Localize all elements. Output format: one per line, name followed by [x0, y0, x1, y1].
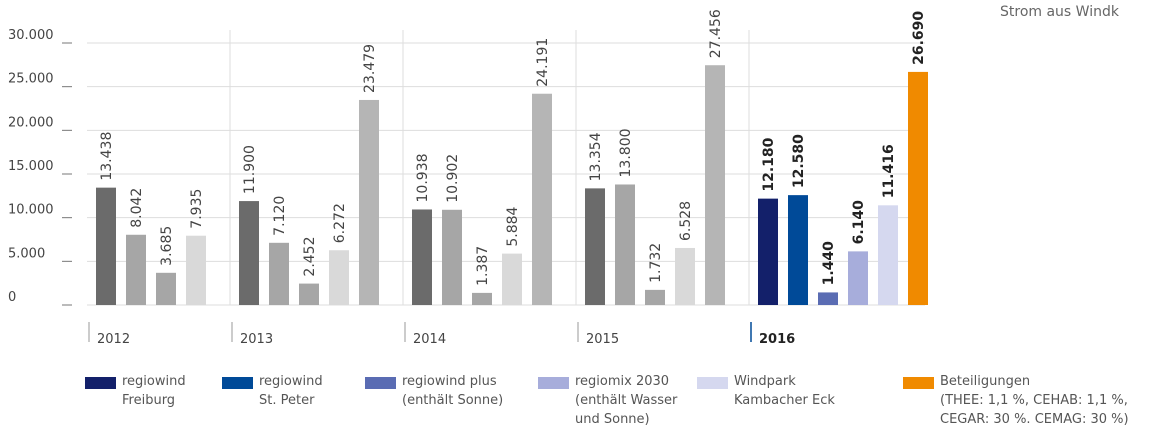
bar [532, 93, 552, 305]
data-label: 8.042 [129, 188, 145, 228]
data-label: 6.528 [678, 201, 694, 241]
bar [472, 292, 492, 305]
data-label: 1.387 [475, 246, 491, 286]
bar [502, 253, 522, 305]
bar [818, 292, 838, 305]
bar [878, 205, 898, 305]
legend-swatch [222, 377, 253, 389]
x-tick-label: 2015 [586, 332, 619, 347]
bar [675, 247, 695, 305]
data-label: 6.272 [332, 203, 348, 243]
x-tick-label: 2012 [97, 332, 130, 347]
bar [299, 283, 319, 305]
bar [329, 250, 349, 305]
x-tick-label: 2016 [759, 332, 795, 347]
data-label: 3.685 [159, 226, 175, 266]
data-label: 24.191 [535, 38, 551, 87]
x-tick-label: 2013 [240, 332, 273, 347]
legend-label: regiowind Freiburg [122, 374, 186, 408]
bar [788, 195, 808, 305]
y-tick-label: 0 [8, 290, 16, 305]
y-tick-label: 10.000 [8, 203, 54, 218]
data-label: 27.456 [708, 9, 724, 58]
bar [645, 289, 665, 305]
bar [269, 242, 289, 305]
data-label: 12.180 [761, 137, 777, 191]
data-label: 13.438 [99, 132, 115, 181]
legend-label: Beteiligungen (THEE: 1,1 %, CEHAB: 1,1 %… [940, 374, 1129, 427]
bar [442, 209, 462, 305]
data-label: 13.800 [618, 128, 634, 177]
bar [359, 99, 379, 305]
data-label: 23.479 [362, 44, 378, 93]
bar [758, 198, 778, 305]
legend-swatch [365, 377, 396, 389]
data-label: 5.884 [505, 206, 521, 246]
bar [126, 234, 146, 305]
bar [848, 251, 868, 305]
bar [412, 209, 432, 305]
legend-label: regiowind St. Peter [259, 374, 323, 408]
data-label: 2.452 [302, 236, 318, 276]
legend-swatch [538, 377, 569, 389]
data-label: 1.440 [821, 241, 837, 286]
x-tick-label: 2014 [413, 332, 446, 347]
legend-swatch [697, 377, 728, 389]
bar [156, 272, 176, 305]
data-label: 11.416 [881, 144, 897, 198]
y-tick-label: 20.000 [8, 115, 54, 130]
bar [239, 201, 259, 305]
data-label: 11.900 [242, 145, 258, 194]
legend-swatch [85, 377, 116, 389]
legend-label: Windpark Kambacher Eck [734, 374, 835, 408]
bar [705, 65, 725, 306]
data-label: 7.935 [189, 189, 205, 229]
data-label: 10.902 [445, 154, 461, 203]
data-label: 12.580 [791, 134, 807, 188]
data-label: 7.120 [272, 196, 288, 236]
chart-subtitle: Strom aus Windk [1000, 4, 1120, 20]
data-label: 10.938 [415, 153, 431, 202]
legend-label: regiowind plus (enthält Sonne) [402, 374, 504, 408]
bar [585, 188, 605, 305]
bar [908, 71, 928, 305]
bar [96, 187, 116, 305]
y-tick-label: 25.000 [8, 72, 54, 87]
data-label: 26.690 [911, 11, 927, 65]
data-label: 13.354 [588, 132, 604, 181]
legend-swatch [903, 377, 934, 389]
y-tick-label: 30.000 [8, 28, 54, 43]
legend-label: regiomix 2030 (enthält Wasser und Sonne) [575, 374, 678, 427]
y-tick-label: 15.000 [8, 159, 54, 174]
bar [615, 184, 635, 305]
data-label: 1.732 [648, 243, 664, 283]
bar [186, 235, 206, 305]
data-label: 6.140 [851, 200, 867, 245]
y-tick-label: 5.000 [8, 246, 45, 261]
